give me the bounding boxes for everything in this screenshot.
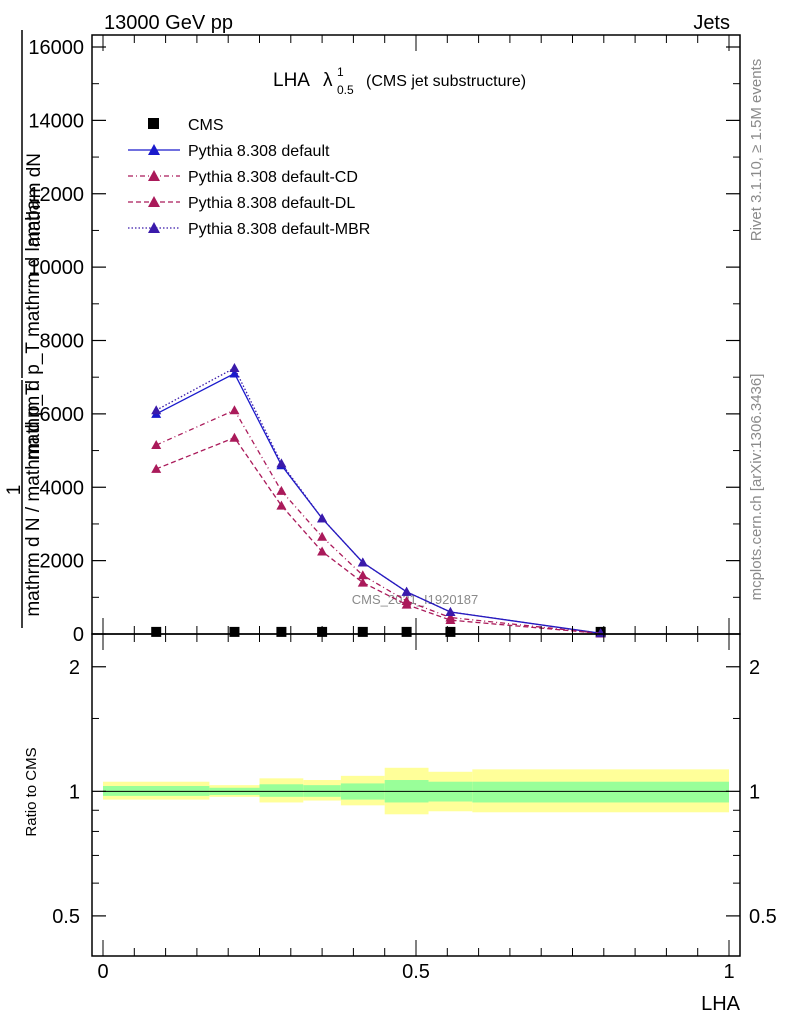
legend-marker-default	[148, 144, 160, 155]
cms-point-2	[276, 626, 287, 637]
xtick-label-2: 1	[723, 961, 734, 983]
legend-marker-cd	[148, 170, 160, 181]
legend-label-default: Pythia 8.308 default	[188, 143, 330, 160]
ytick-label-0: 0	[73, 624, 84, 646]
legend-entry-mbr: Pythia 8.308 default-MBR	[128, 221, 370, 238]
default-marker-1	[229, 368, 240, 378]
ytick-label-2: 4000	[40, 477, 85, 499]
legend-label-mbr: Pythia 8.308 default-MBR	[188, 221, 370, 238]
legend-label-cms: CMS	[188, 117, 224, 134]
ratio-ytick-label-0: 0.5	[52, 906, 80, 928]
mbr-marker-4	[357, 557, 368, 567]
ylabel-line-4: mathrm d N / mathrm d p_T	[23, 383, 44, 617]
ratio-ytick-label-2: 2	[69, 657, 80, 679]
ratio-ytick-label-right-2: 2	[749, 657, 760, 679]
legend-label-cd: Pythia 8.308 default-CD	[188, 169, 358, 186]
title-main: LHA	[273, 70, 310, 91]
cms-point-1	[229, 626, 240, 637]
cd-marker-3	[317, 531, 328, 541]
legend-marker-dl	[148, 196, 160, 207]
mbr-line	[155, 367, 601, 634]
ytick-label-5: 10000	[28, 257, 84, 279]
legend: CMS Pythia 8.308 default Pythia 8.308 defa…	[128, 117, 370, 238]
ratio-ytick-label-right-0: 0.5	[749, 906, 777, 928]
header-energy: 13000 GeV pp	[104, 12, 233, 34]
dl-marker-5	[401, 599, 412, 609]
ytick-label-7: 14000	[28, 110, 84, 132]
series-cms	[151, 626, 606, 637]
cd-line	[155, 409, 601, 635]
legend-marker-cms	[148, 118, 159, 129]
axes: 0 2000 4000 6000 8000 10000 12000 14000 16000 0 0.…	[28, 34, 777, 983]
dl-marker-1	[229, 432, 240, 442]
cd-marker-1	[229, 405, 240, 415]
ylabel-line-1: mathrm dN	[24, 153, 45, 247]
legend-entry-dl: Pythia 8.308 default-DL	[128, 195, 355, 212]
series-mbr	[151, 363, 606, 638]
xtick-label-1: 0.5	[402, 961, 430, 983]
mbr-marker-7	[595, 628, 606, 638]
dl-line	[155, 436, 601, 635]
ylabel-line-2: mathrm d p_T mathrm d lamba	[23, 199, 44, 460]
legend-marker-mbr	[148, 222, 160, 233]
legend-entry-cms: CMS	[148, 117, 224, 134]
legend-entry-cd: Pythia 8.308 default-CD	[128, 169, 358, 186]
cms-point-0	[151, 626, 162, 637]
mbr-marker-1	[229, 363, 240, 373]
cms-point-5	[401, 626, 412, 637]
watermark: CMS_2021_I1920187	[352, 592, 479, 607]
ratio-bands	[103, 767, 729, 815]
legend-label-dl: Pythia 8.308 default-DL	[188, 195, 355, 212]
ytick-label-1: 2000	[40, 551, 85, 573]
dl-marker-0	[151, 463, 162, 473]
plot-title: LHA λ 1 0.5 (CMS jet substructure)	[273, 65, 526, 97]
title-sub: 0.5	[337, 83, 354, 97]
dl-marker-4	[357, 577, 368, 587]
cms-point-4	[357, 626, 368, 637]
ratio-band-inner-2	[259, 784, 304, 797]
main-series	[151, 363, 606, 638]
cd-marker-0	[151, 440, 162, 450]
xtick-label-0: 0	[97, 961, 108, 983]
dl-marker-6	[445, 615, 456, 625]
ratio-ytick-label-1: 1	[69, 781, 80, 803]
ylabel-line-3: 1	[4, 485, 25, 496]
mbr-marker-6	[445, 606, 456, 616]
ratio-band-inner-7	[472, 781, 729, 803]
mbr-marker-0	[151, 405, 162, 415]
ytick-label-4: 8000	[40, 331, 85, 353]
mcplots-label: mcplots.cern.ch [arXiv:1306.3436]	[748, 374, 765, 601]
header-process: Jets	[693, 12, 730, 34]
legend-entry-default: Pythia 8.308 default	[128, 143, 330, 160]
mbr-marker-2	[276, 458, 287, 468]
ytick-label-6: 12000	[28, 184, 84, 206]
cd-marker-2	[276, 485, 287, 495]
ytick-label-8: 16000	[28, 37, 84, 59]
rivet-label: Rivet 3.1.10, ≥ 1.5M events	[748, 59, 765, 242]
mbr-marker-3	[317, 513, 328, 523]
cd-marker-4	[357, 570, 368, 580]
ratio-ytick-label-right-1: 1	[749, 781, 760, 803]
dl-marker-2	[276, 500, 287, 510]
xlabel: LHA	[701, 993, 741, 1015]
dl-marker-3	[317, 546, 328, 556]
main-ylabel: mathrm dN mathrm d p_T mathrm d lamba 1 …	[4, 30, 45, 628]
mbr-marker-5	[401, 586, 412, 596]
title-lambda: λ	[323, 70, 333, 91]
ratio-ylabel: Ratio to CMS	[23, 747, 40, 836]
title-sup: 1	[337, 65, 344, 79]
title-suffix: (CMS jet substructure)	[366, 73, 526, 90]
ytick-label-3: 6000	[40, 404, 85, 426]
cms-point-6	[445, 626, 456, 637]
